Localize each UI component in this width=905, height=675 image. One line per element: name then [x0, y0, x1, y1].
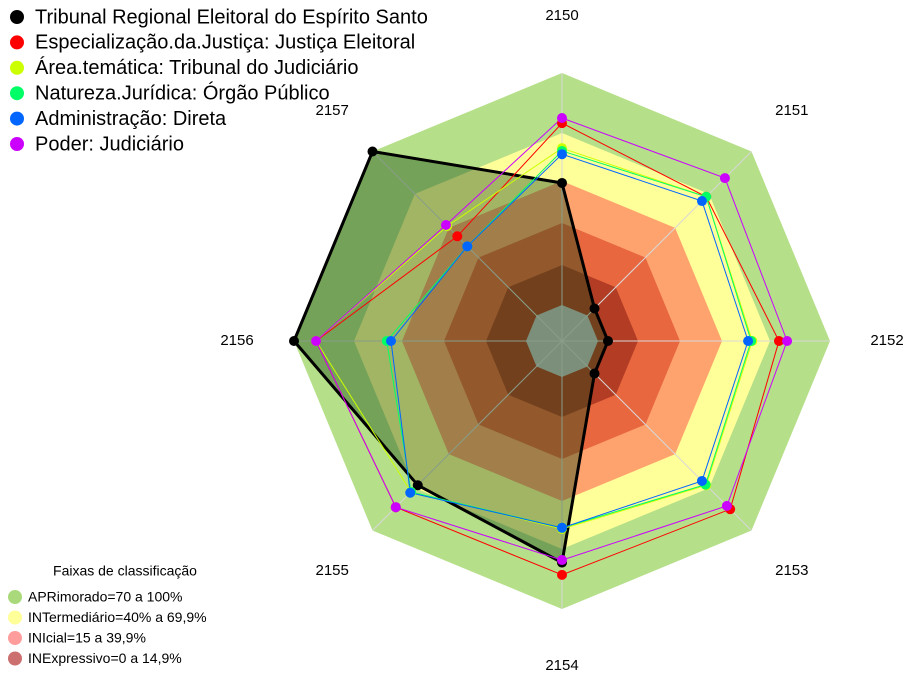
point: [557, 177, 567, 188]
legend-dot: [10, 60, 24, 75]
band-legend-dot: [8, 590, 22, 604]
band-legend-label: INExpressivo=0 a 14,9%: [28, 650, 182, 666]
legend-label: Tribunal Regional Eleitoral do Espírito …: [35, 6, 428, 28]
point: [311, 336, 322, 346]
band-legend-dot: [8, 610, 22, 625]
point: [773, 336, 784, 346]
point: [390, 502, 401, 513]
band-legend-label: INTermediário=40% a 69,9%: [28, 609, 207, 625]
legend-dot: [10, 35, 24, 50]
axis-label: 2150: [545, 7, 578, 24]
legend-dot: [10, 86, 24, 101]
band-legend-title: Faixas de classificação: [53, 563, 197, 579]
point: [696, 475, 707, 486]
legend-label: Área.temática: Tribunal do Judiciário: [35, 56, 359, 79]
axis-label: 2154: [545, 657, 578, 674]
point: [385, 336, 396, 346]
band-legend-label: INIcial=15 a 39,9%: [28, 630, 146, 646]
point: [462, 241, 473, 252]
point: [557, 522, 567, 533]
point: [602, 336, 613, 346]
legend-label: Especialização.da.Justiça: Justiça Eleit…: [35, 32, 415, 54]
axis-label: 2157: [316, 102, 349, 119]
point: [589, 303, 600, 314]
point: [696, 196, 707, 207]
point: [367, 146, 378, 157]
point: [440, 219, 451, 230]
legend-dot: [10, 10, 24, 24]
band-legend-dot: [8, 651, 22, 666]
point: [412, 480, 423, 491]
legend-label: Natureza.Jurídica: Órgão Público: [35, 81, 330, 104]
point: [452, 231, 463, 242]
point: [557, 555, 567, 566]
point: [721, 500, 732, 511]
axis-label: 2152: [870, 332, 903, 349]
point: [405, 487, 416, 498]
band-legend-label: APRimorado=70 a 100%: [28, 589, 183, 605]
point: [719, 173, 730, 184]
point: [589, 368, 600, 379]
axis-label: 2151: [775, 102, 808, 119]
band-legend-dot: [8, 631, 22, 645]
axis-label: 2153: [775, 562, 808, 579]
point: [782, 336, 793, 346]
point: [557, 569, 567, 580]
point: [289, 336, 299, 346]
legend-dot: [10, 111, 24, 126]
point: [557, 149, 567, 160]
legend-dot: [10, 137, 24, 151]
legend-label: Administração: Direta: [35, 108, 227, 130]
axis-label: 2156: [220, 332, 253, 349]
axis-label: 2155: [316, 562, 349, 579]
point: [743, 336, 754, 346]
spoke: [372, 340, 563, 531]
point: [557, 113, 567, 124]
legend-label: Poder: Judiciário: [35, 133, 184, 155]
